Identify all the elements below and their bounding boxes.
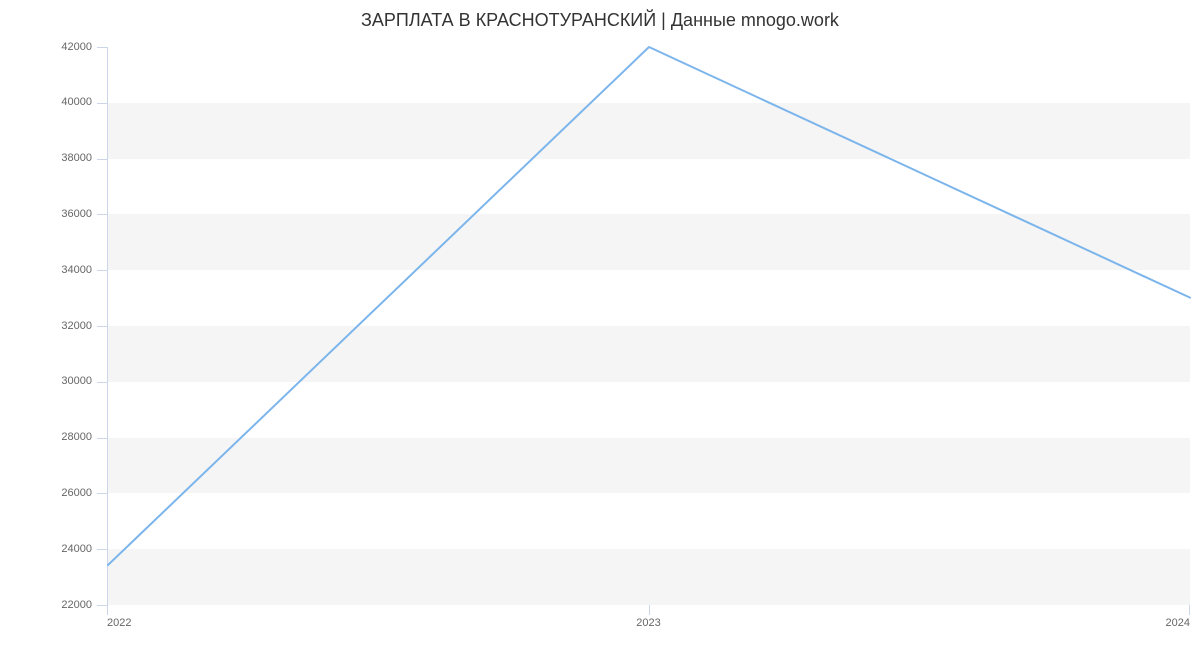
y-axis-tick-mark	[97, 326, 107, 327]
y-axis-tick-mark	[97, 493, 107, 494]
y-axis-tick-label: 38000	[0, 152, 92, 164]
y-axis-tick-mark	[97, 549, 107, 550]
y-axis-tick-mark	[97, 438, 107, 439]
x-axis-tick-label: 2022	[107, 617, 131, 629]
x-axis-tick-label: 2024	[1166, 617, 1190, 629]
y-axis-tick-mark	[97, 214, 107, 215]
salary-line-series	[108, 47, 1190, 604]
y-axis-tick-mark	[97, 159, 107, 160]
y-axis-tick-label: 34000	[0, 264, 92, 276]
y-axis-tick-label: 28000	[0, 431, 92, 443]
y-axis-tick-label: 24000	[0, 543, 92, 555]
series-polyline	[108, 47, 1190, 565]
x-axis-tick-mark	[649, 605, 650, 615]
y-axis-tick-mark	[97, 270, 107, 271]
y-axis-tick-label: 26000	[0, 487, 92, 499]
y-axis-tick-label: 22000	[0, 599, 92, 611]
y-axis-tick-mark	[97, 47, 107, 48]
y-axis-tick-label: 32000	[0, 320, 92, 332]
plot-area	[107, 47, 1190, 605]
y-axis-tick-label: 30000	[0, 375, 92, 387]
x-axis-tick-mark	[1189, 605, 1190, 615]
x-axis-tick-mark	[107, 605, 108, 615]
y-axis-tick-label: 42000	[0, 41, 92, 53]
x-axis-tick-label: 2023	[636, 617, 660, 629]
y-axis-tick-label: 40000	[0, 96, 92, 108]
chart-title: ЗАРПЛАТА В КРАСНОТУРАНСКИЙ | Данные mnog…	[0, 10, 1200, 31]
y-axis-tick-mark	[97, 382, 107, 383]
y-axis-tick-label: 36000	[0, 208, 92, 220]
y-axis-tick-mark	[97, 605, 107, 606]
y-axis-tick-mark	[97, 103, 107, 104]
